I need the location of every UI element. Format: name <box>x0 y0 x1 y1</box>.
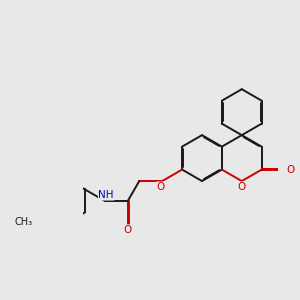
Text: CH₃: CH₃ <box>14 218 32 227</box>
Text: O: O <box>286 165 295 175</box>
Text: NH: NH <box>98 190 114 200</box>
Text: O: O <box>124 225 132 235</box>
Text: O: O <box>238 182 246 192</box>
Text: O: O <box>157 182 165 192</box>
